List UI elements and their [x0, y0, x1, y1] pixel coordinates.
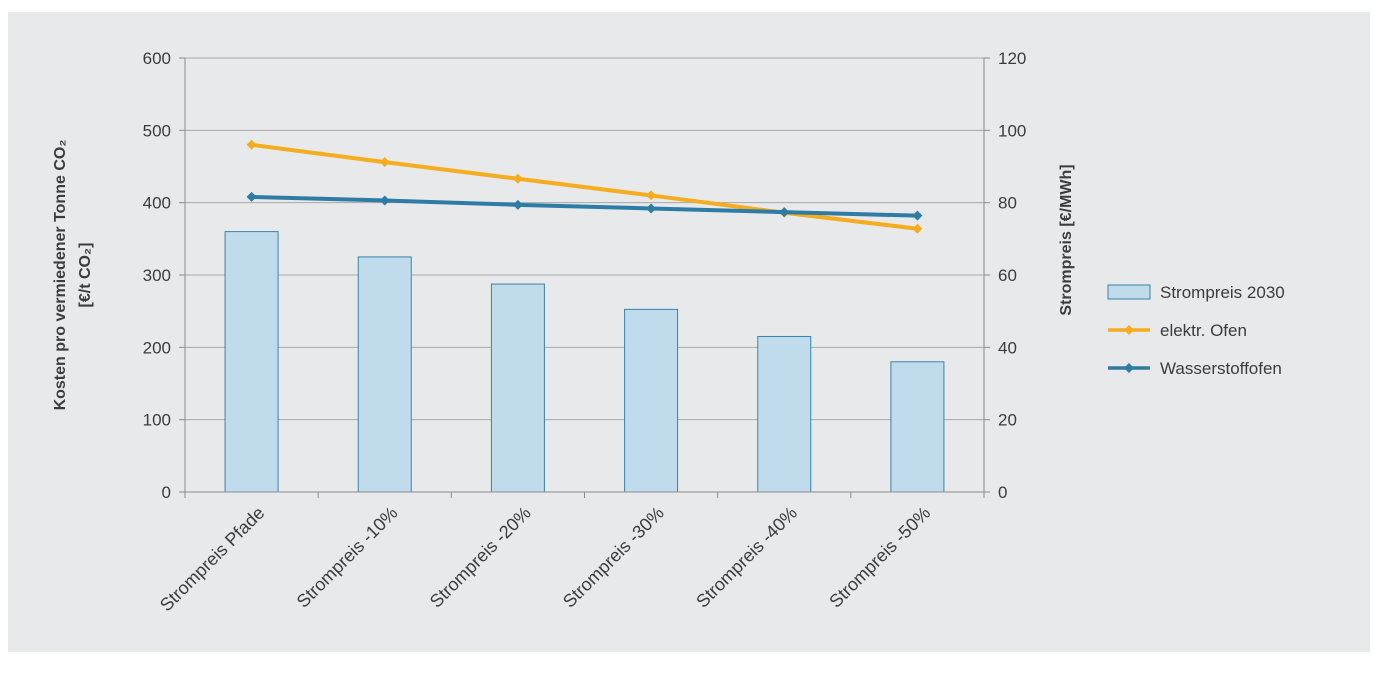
left-axis-title-line2: [€/t CO₂] [77, 243, 94, 308]
category-label: Strompreis -50% [825, 503, 934, 612]
series-marker [246, 139, 257, 150]
bar [224, 231, 279, 493]
left-tick-label: 200 [143, 338, 171, 357]
left-tick-label: 600 [143, 49, 171, 68]
bar [890, 361, 945, 493]
series-marker [646, 203, 657, 214]
bars [224, 231, 945, 493]
category-label: Strompreis Pfade [156, 503, 268, 615]
series-line [251, 194, 918, 218]
left-axis-title-line1: Kosten pro vermiedener Tonne CO₂ [52, 140, 69, 411]
series-marker [912, 223, 923, 234]
bar [490, 283, 545, 493]
right-axis-title: Strompreis [€/MWh] [1058, 164, 1075, 315]
series-marker [379, 157, 390, 168]
right-tick-label: 20 [998, 411, 1017, 430]
series-marker [512, 199, 523, 210]
series-marker [379, 195, 390, 206]
legend-swatch-bar [1107, 284, 1151, 300]
right-tick-label: 100 [998, 121, 1026, 140]
left-tick-label: 500 [143, 121, 171, 140]
chart-panel: 0 100 200 300 400 500 600 0 20 40 60 80 100 120 Stromp… [8, 12, 1370, 652]
right-tick-label: 40 [998, 338, 1017, 357]
series-marker [779, 207, 790, 218]
category-label: Strompreis -30% [559, 503, 668, 612]
left-tick-label: 100 [143, 411, 171, 430]
series-marker [646, 190, 657, 201]
left-tick-label: 400 [143, 194, 171, 213]
axes [179, 57, 990, 498]
left-tick-label: 300 [143, 266, 171, 285]
gridlines [185, 57, 984, 421]
series-line [251, 142, 918, 231]
category-label: Strompreis -10% [293, 503, 402, 612]
legend-label: Strompreis 2030 [1160, 283, 1285, 302]
legend: Strompreis 2030 elektr. Ofen Wasserstoffof… [1107, 283, 1285, 378]
category-label: Strompreis -20% [426, 503, 535, 612]
bar [624, 308, 679, 493]
right-tick-label: 80 [998, 194, 1017, 213]
right-tick-label: 60 [998, 266, 1017, 285]
legend-swatch-marker [1124, 363, 1134, 373]
bar [757, 335, 812, 493]
right-tick-label: 120 [998, 49, 1026, 68]
labels: 0 100 200 300 400 500 600 0 20 40 60 80 100 120 Stromp… [52, 49, 1075, 615]
category-label: Strompreis -40% [692, 503, 801, 612]
series-marker [512, 173, 523, 184]
combo-chart: 0 100 200 300 400 500 600 0 20 40 60 80 100 120 Stromp… [52, 49, 1285, 615]
series-marker [912, 210, 923, 221]
legend-swatch-marker [1124, 325, 1134, 335]
series-marker [246, 191, 257, 202]
right-tick-label: 0 [998, 483, 1007, 502]
lines [246, 139, 923, 234]
legend-label: elektr. Ofen [1160, 321, 1247, 340]
legend-label: Wasserstoffofen [1160, 359, 1282, 378]
bar [357, 256, 412, 493]
left-tick-label: 0 [162, 483, 171, 502]
